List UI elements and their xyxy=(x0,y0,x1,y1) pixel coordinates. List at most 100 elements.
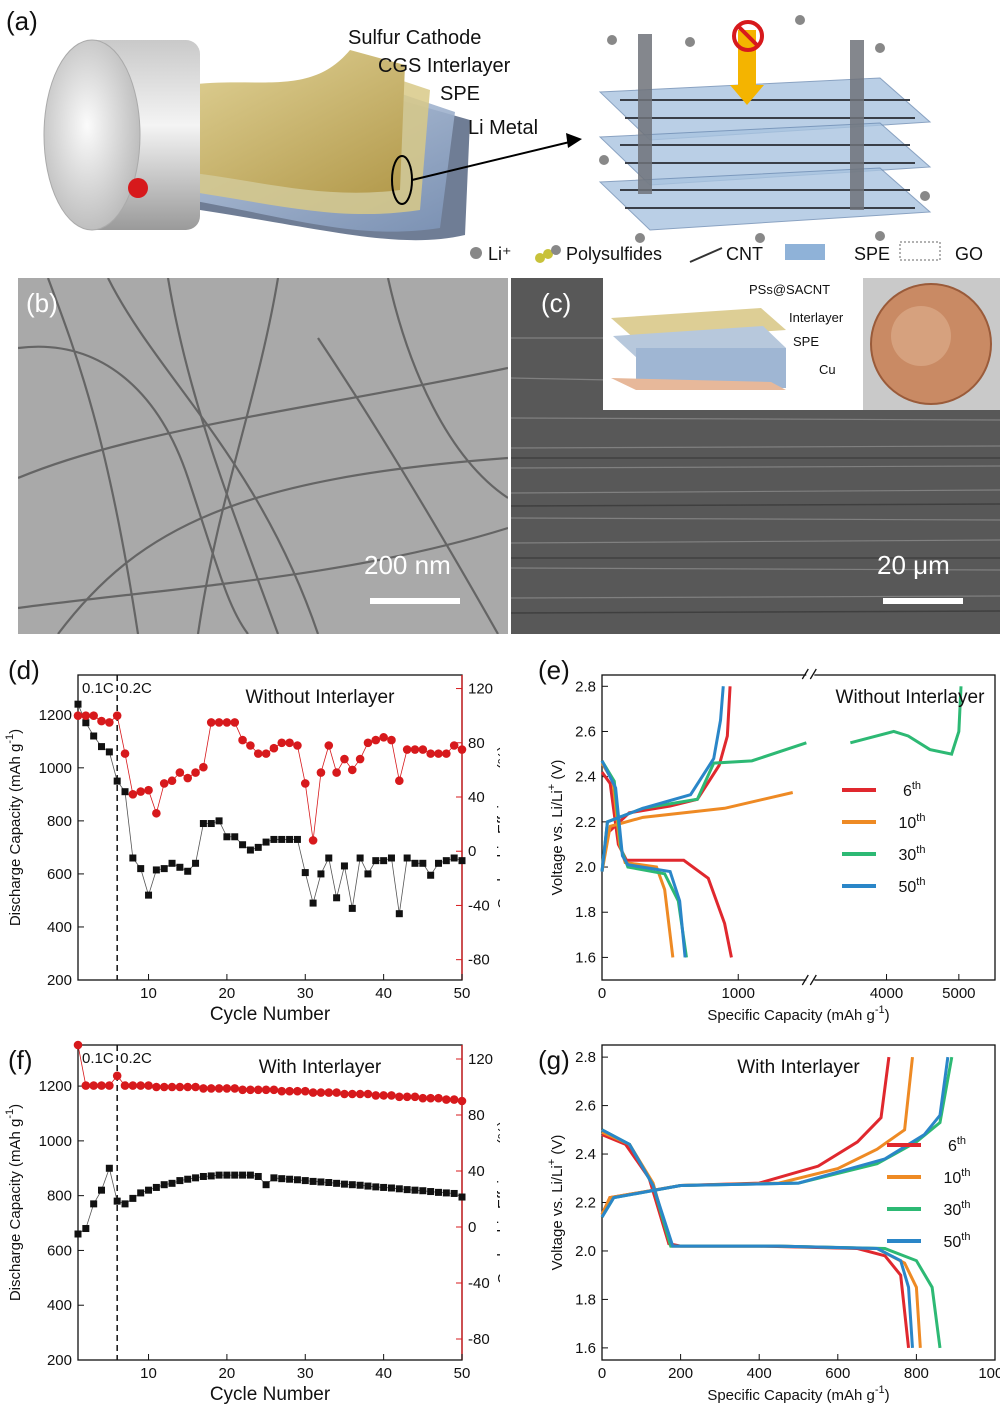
panel-b-scale-text: 200 nm xyxy=(364,550,451,580)
ce-point xyxy=(206,1084,216,1093)
ce-point xyxy=(457,1096,467,1106)
ce-point xyxy=(300,1086,310,1096)
ce-point xyxy=(324,741,334,750)
capacity-point xyxy=(286,1175,294,1183)
capacity-point xyxy=(239,841,247,849)
x-tick-label: 1000 xyxy=(978,1365,1000,1382)
legend-label-6th: 6th xyxy=(948,1135,966,1155)
legend-label-30th: 30th xyxy=(899,844,926,864)
ce-point xyxy=(112,711,122,720)
y-tick-label: 600 xyxy=(47,1242,72,1259)
y-axis-label-sup: -1 xyxy=(4,1109,16,1119)
x-axis-label-main: Specific Capacity (mAh g xyxy=(707,1007,875,1024)
axis-break-top-gap xyxy=(806,672,815,678)
y-tick-label: 1.6 xyxy=(575,949,596,966)
ce-point xyxy=(434,1093,443,1103)
capacity-point xyxy=(364,870,372,878)
capacity-point xyxy=(403,1186,411,1194)
y-tick-label: 400 xyxy=(47,1297,72,1314)
ce-point xyxy=(246,741,255,750)
capacity-point xyxy=(387,1184,395,1192)
ce-point xyxy=(410,1092,420,1102)
ce-point xyxy=(81,711,91,720)
x-tick-label: 1000 xyxy=(722,985,755,1002)
ce-point xyxy=(253,749,263,758)
capacity-point xyxy=(82,719,90,727)
ce-point xyxy=(426,749,435,758)
capacity-point xyxy=(192,859,200,867)
capacity-point xyxy=(450,854,458,862)
x-tick-label: 5000 xyxy=(942,985,975,1002)
plot-frame xyxy=(77,1044,463,1361)
cnt-icon xyxy=(689,247,723,263)
capacity-point xyxy=(105,748,113,756)
legend-spe: SPE xyxy=(854,244,890,264)
x-tick-label: 400 xyxy=(747,1365,772,1382)
ce-point xyxy=(371,1091,381,1100)
ce-point xyxy=(222,718,232,727)
y-axis-label: Voltage vs. Li/Li+ (V) xyxy=(546,1135,566,1271)
capacity-point xyxy=(152,1183,160,1191)
x-axis-label-sup: -1 xyxy=(875,1384,885,1396)
capacity-point xyxy=(74,1230,82,1238)
capacity-point xyxy=(223,1171,231,1179)
ce-point xyxy=(152,808,161,818)
chart-title: Without Interlayer xyxy=(836,687,986,708)
zoom-arrow xyxy=(411,139,579,181)
capacity-point xyxy=(293,835,301,843)
rate-label-0-2c: 0.2C xyxy=(120,680,152,697)
x-axis-label: Specific Capacity (mAh g-1) xyxy=(707,1384,889,1404)
y-axis-label: Discharge Capacity (mAh g-1) xyxy=(4,1104,24,1301)
capacity-point xyxy=(364,1182,372,1190)
legend-superscript: th xyxy=(912,780,921,792)
ce-point xyxy=(402,745,412,754)
panel-a-schematic: (a) Sulfur Cathode CGS Interlayer SPE Li… xyxy=(6,6,983,264)
y-axis-label-main: Discharge Capacity (mAh g xyxy=(7,1119,24,1302)
panel-c-scale-text: 20 μm xyxy=(877,550,950,580)
ce-point xyxy=(363,738,373,748)
capacity-point xyxy=(356,854,364,862)
y-tick-label: 1000 xyxy=(39,760,72,777)
capacity-point xyxy=(215,1171,223,1179)
x-tick-label: 30 xyxy=(297,985,314,1002)
capacity-point xyxy=(325,1179,333,1187)
y2-tick-label: -80 xyxy=(468,1331,490,1348)
ce-point xyxy=(418,1093,428,1103)
ce-point xyxy=(363,1089,373,1099)
ce-point xyxy=(340,754,349,764)
y-axis-label-sup: -1 xyxy=(4,734,16,744)
ce-point xyxy=(159,779,169,788)
capacity-point xyxy=(340,1180,348,1188)
ce-point xyxy=(371,735,381,745)
chart-d-without-interlayer-cycling: 10 20 30 40 50 200 400 600 800 1000 1200 -80 -40 0 40 8… xyxy=(4,655,500,1025)
curve-50th-discharge xyxy=(601,1128,914,1348)
ce-point xyxy=(199,1084,208,1093)
capacity-point xyxy=(184,867,192,875)
y-tick-label: 2.6 xyxy=(575,1098,596,1115)
y-axis-label-end: ) xyxy=(7,1104,24,1109)
ce-point xyxy=(340,1089,349,1099)
capacity-point xyxy=(254,843,262,851)
capacity-point xyxy=(395,1185,403,1193)
x-tick-label: 20 xyxy=(219,1365,236,1382)
ce-point xyxy=(167,1082,177,1092)
chart-f-with-interlayer-cycling: 10 20 30 40 50 200 400 600 800 1000 1200 -80 -40 0 40 8… xyxy=(4,1040,500,1405)
ce-point xyxy=(230,1084,240,1093)
ce-point xyxy=(159,1082,169,1092)
y-tick-label: 600 xyxy=(47,866,72,883)
legend-li-ion: Li⁺ xyxy=(488,244,512,264)
capacity-point xyxy=(278,835,286,843)
ce-point xyxy=(293,1086,302,1096)
capacity-point xyxy=(145,891,153,899)
inset-label-spe: SPE xyxy=(793,334,819,349)
y2-tick-label: -40 xyxy=(468,1275,490,1292)
capacity-point xyxy=(270,835,278,843)
ce-point xyxy=(191,768,200,777)
x-tick-label: 0 xyxy=(598,985,606,1002)
li-ion-icon xyxy=(470,247,482,259)
plot-frame xyxy=(601,674,996,981)
capacity-point xyxy=(333,894,341,902)
x-tick-label: 4000 xyxy=(870,985,903,1002)
ce-point xyxy=(214,1084,224,1093)
capacity-point xyxy=(419,859,427,867)
